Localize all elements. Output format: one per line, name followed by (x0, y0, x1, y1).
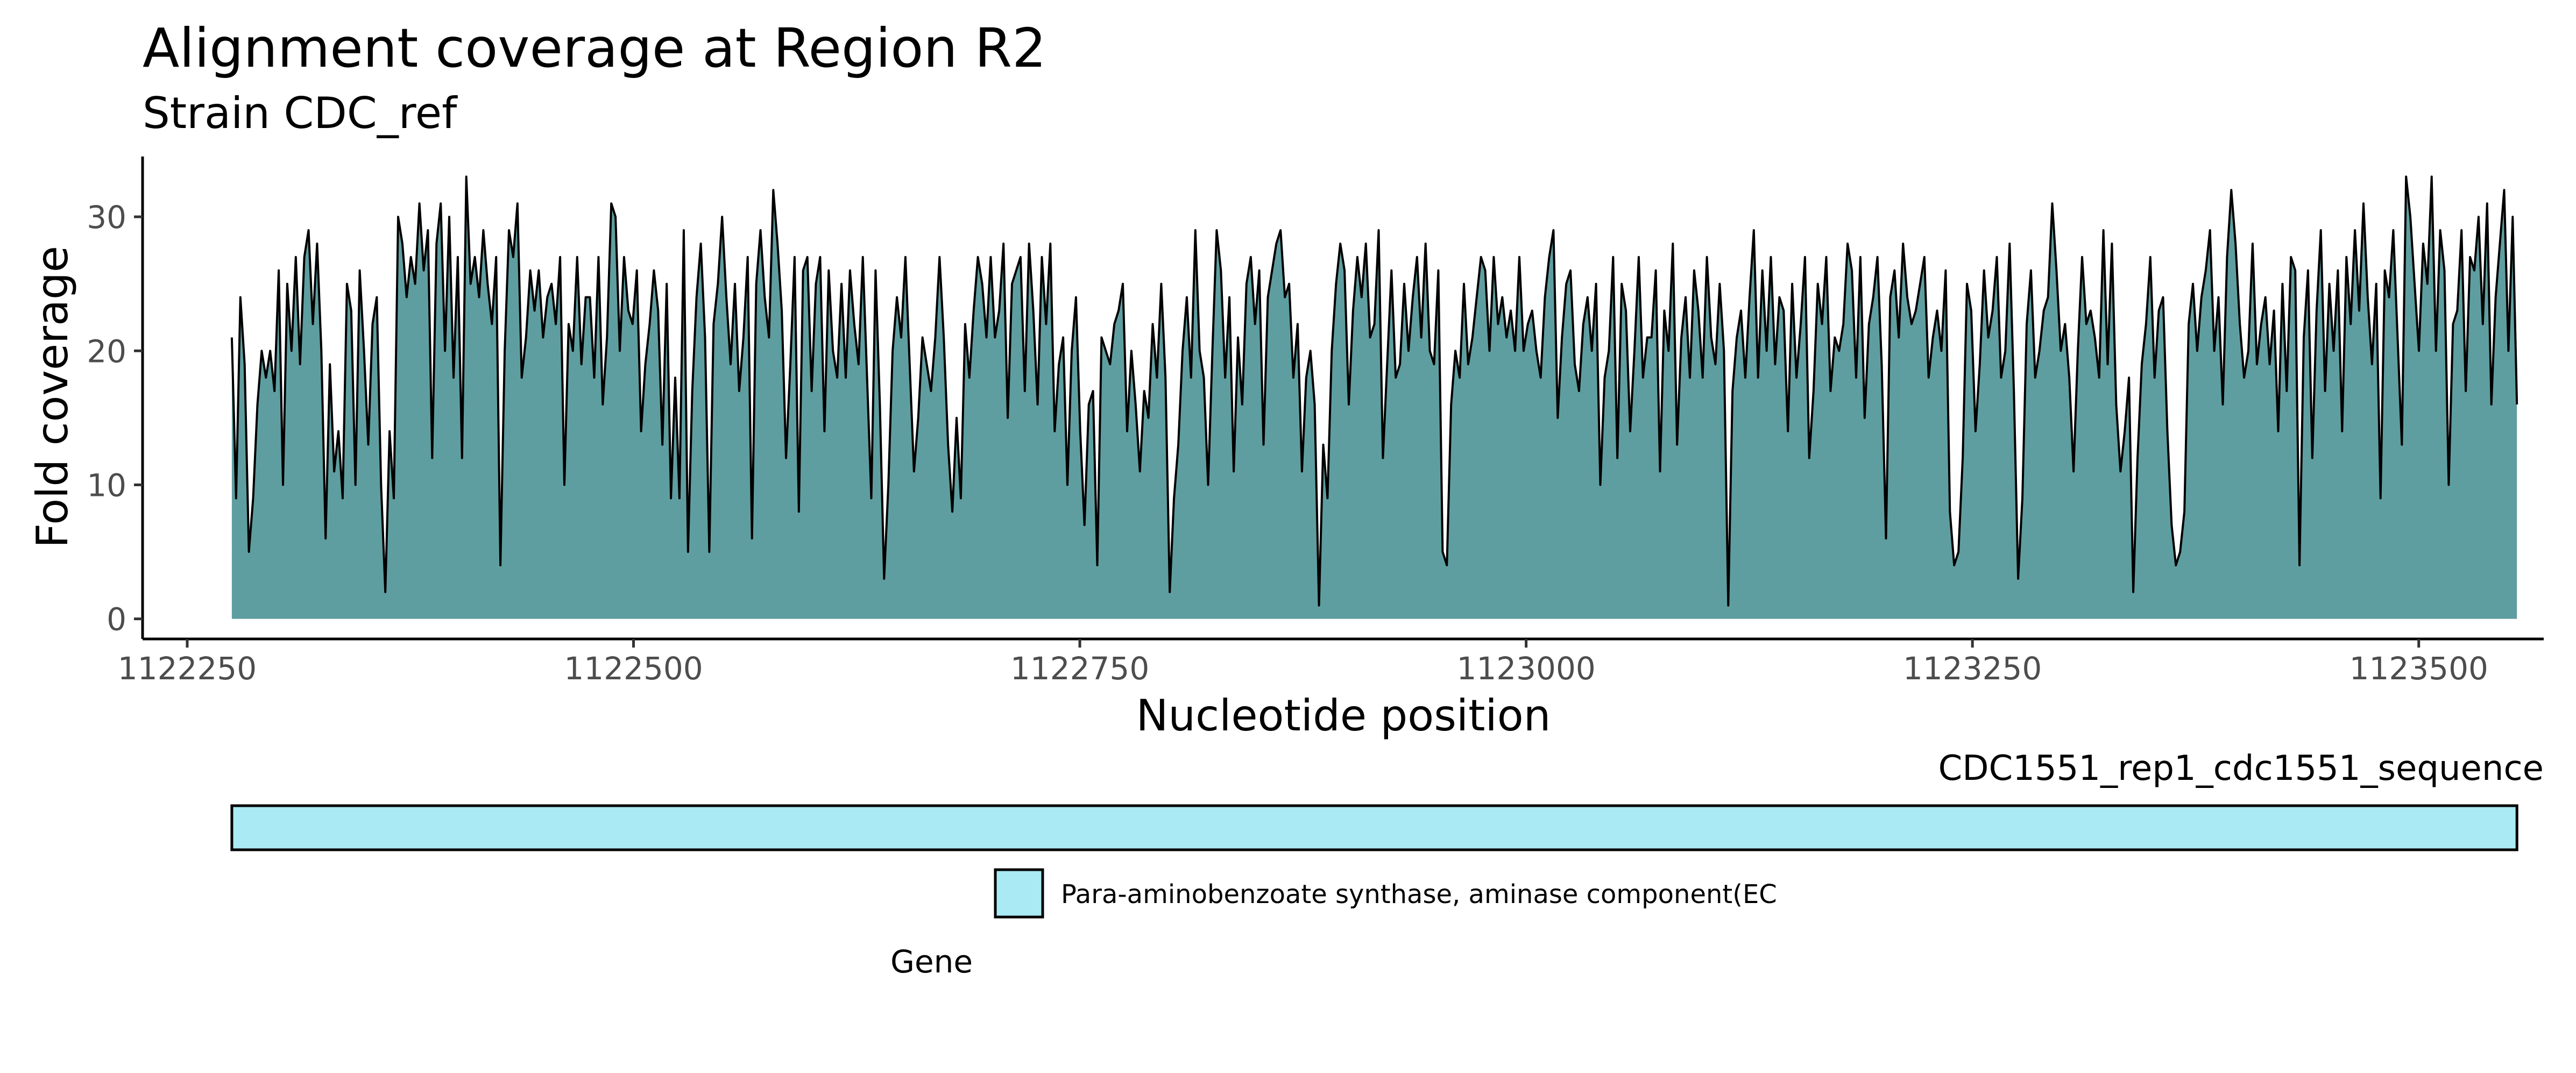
x-tick-label: 1122750 (1010, 650, 1149, 687)
chart-title: Alignment coverage at Region R2 (143, 17, 1046, 80)
y-axis-label: Fold coverage (27, 246, 77, 548)
y-axis-ticks: 0 10 20 30 (87, 199, 143, 638)
x-axis-label: Nucleotide position (1136, 691, 1551, 741)
gene-bar (230, 804, 2518, 851)
legend-swatch (994, 868, 1044, 919)
x-tick-label: 1123500 (2349, 650, 2488, 687)
x-axis-ticks: 1122250 1122500 1122750 1123000 1123250 11235… (118, 639, 2488, 687)
x-tick-label: 1123000 (1456, 650, 1595, 687)
x-tick-label: 1122500 (564, 650, 703, 687)
coverage-line (230, 175, 2518, 607)
y-tick-label: 10 (87, 467, 126, 503)
y-tick-label: 0 (107, 601, 126, 638)
y-tick-label: 30 (87, 199, 126, 236)
gene-track-label: CDC1551_rep1_cdc1551_sequence (1938, 749, 2544, 788)
plot-area (230, 175, 2518, 619)
chart-subtitle: Strain CDC_ref (143, 88, 458, 138)
legend-item-label: Para-aminobenzoate synthase, aminase com… (1061, 879, 1777, 909)
x-tick-label: 1122250 (118, 650, 257, 687)
x-tick-label: 1123250 (1903, 650, 2042, 687)
y-tick-label: 20 (87, 333, 126, 369)
legend-title: Gene (890, 943, 973, 980)
